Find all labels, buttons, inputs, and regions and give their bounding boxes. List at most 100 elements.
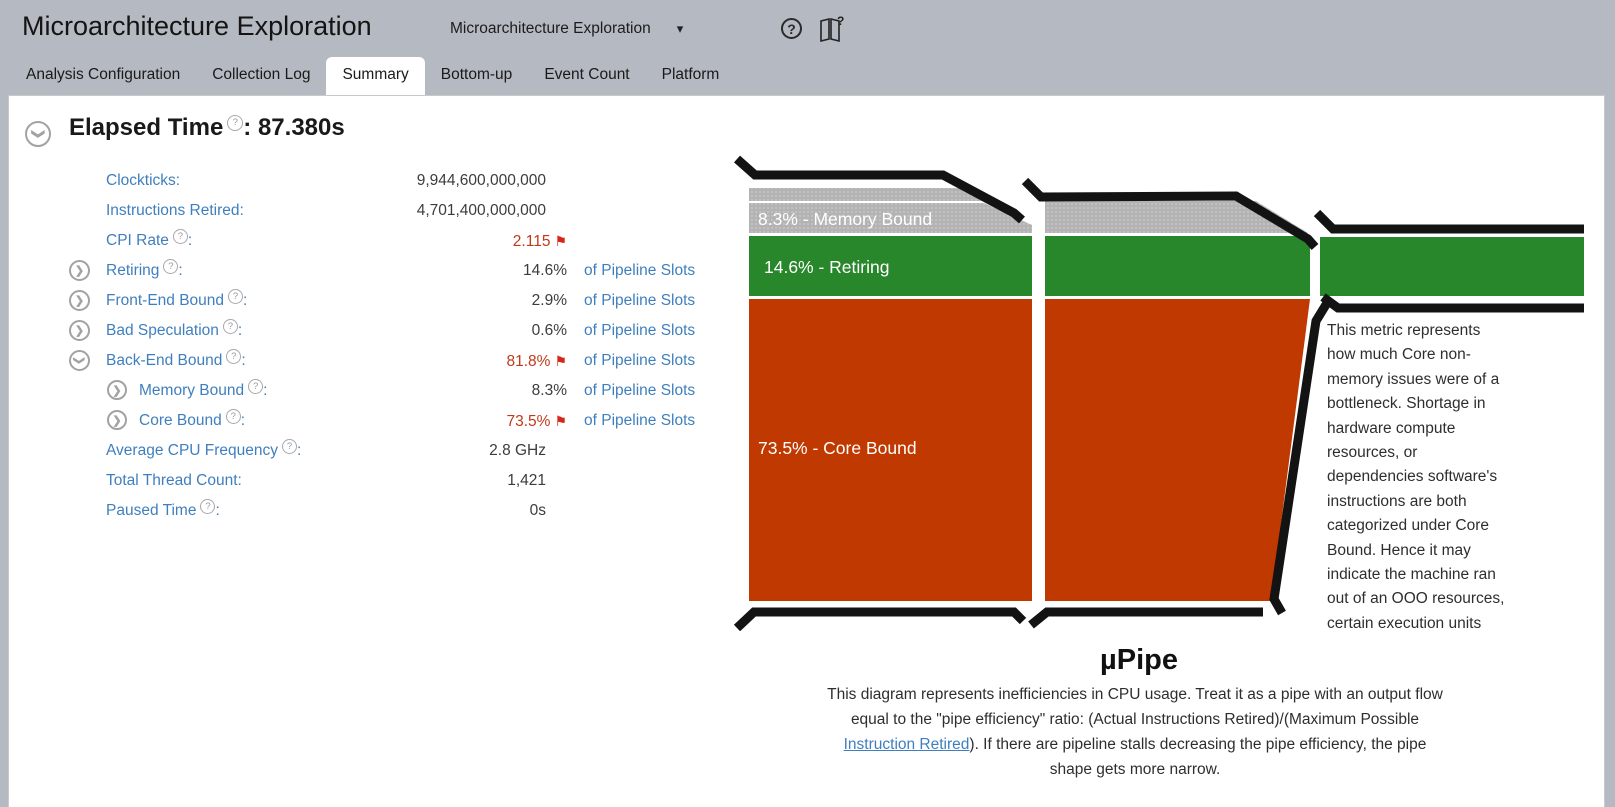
retiring-band-col1 bbox=[749, 236, 1032, 296]
tab-summary[interactable]: Summary bbox=[326, 57, 425, 95]
memory-bound-band-col1 bbox=[749, 203, 1032, 233]
core-bound-band-label: 73.5% - Core Bound bbox=[758, 438, 917, 458]
metric-label-wrap: Paused Time?: bbox=[106, 496, 220, 526]
metric-label-bad-speculation[interactable]: Bad Speculation bbox=[106, 322, 219, 339]
colon: : bbox=[237, 472, 242, 489]
metric-label-retiring[interactable]: Retiring bbox=[106, 262, 160, 279]
tab-bottom-up[interactable]: Bottom-up bbox=[440, 66, 513, 83]
upipe-diagram: 8.3% - Memory Bound 14.6% - Retiring 73.… bbox=[733, 155, 1584, 631]
elapsed-time-label: Elapsed Time bbox=[69, 114, 224, 141]
tab-bar: Analysis Configuration Collection Log Summ… bbox=[10, 57, 735, 95]
tab-platform[interactable]: Platform bbox=[661, 66, 720, 83]
tab-collection-log[interactable]: Collection Log bbox=[212, 66, 311, 83]
metric-row-instructions-retired: Instructions Retired: 4,701,400,000,000 bbox=[61, 196, 761, 226]
metric-row-average-cpu-frequency: Average CPU Frequency?: 2.8 GHz bbox=[61, 436, 761, 466]
chevron-right-icon[interactable]: ❯ bbox=[69, 320, 90, 341]
help-icon[interactable]: ? bbox=[222, 319, 238, 334]
metric-label-core-bound[interactable]: Core Bound bbox=[139, 412, 222, 429]
metric-label-memory-bound[interactable]: Memory Bound bbox=[139, 382, 245, 399]
retiring-band-col2 bbox=[1045, 236, 1310, 296]
chevron-right-icon[interactable]: ❯ bbox=[69, 260, 90, 281]
metric-value-core-bound: 73.5% ⚑ bbox=[506, 413, 567, 430]
colon: : bbox=[241, 352, 246, 369]
memory-bound-band-label: 8.3% - Memory Bound bbox=[758, 209, 932, 229]
metric-row-total-thread-count: Total Thread Count: 1,421 bbox=[61, 466, 761, 496]
colon: : bbox=[178, 262, 183, 279]
analysis-type-dropdown[interactable]: Microarchitecture Exploration ▾ bbox=[450, 20, 683, 38]
chevron-right-icon[interactable]: ❯ bbox=[107, 380, 127, 400]
metric-label-wrap: Clockticks: bbox=[106, 166, 180, 196]
flag-icon: ⚑ bbox=[554, 353, 567, 369]
help-icon[interactable]: ? bbox=[248, 379, 264, 394]
chevron-down-icon[interactable]: ❯ bbox=[69, 350, 90, 371]
chevron-glyph: ❯ bbox=[73, 355, 85, 366]
metric-value-back-end-bound: 81.8% ⚑ bbox=[506, 353, 567, 370]
metric-unit: of Pipeline Slots bbox=[584, 292, 696, 309]
metric-unit: of Pipeline Slots bbox=[584, 382, 696, 399]
metric-value-cpi-rate: 2.115 ⚑ bbox=[512, 233, 567, 250]
metric-value-retiring: 14.6% bbox=[523, 262, 567, 279]
metric-unit: of Pipeline Slots bbox=[584, 262, 696, 279]
upipe-description: This diagram represents inefficiencies i… bbox=[723, 682, 1547, 782]
metric-label-wrap: Total Thread Count: bbox=[106, 466, 242, 496]
help-icon[interactable]: ? bbox=[781, 18, 802, 39]
help-icon[interactable]: ? bbox=[163, 259, 179, 274]
elapsed-time-value: : 87.380s bbox=[243, 114, 345, 141]
chevron-right-icon[interactable]: ❯ bbox=[107, 410, 127, 430]
colon: : bbox=[175, 172, 181, 189]
page-title: Microarchitecture Exploration bbox=[22, 11, 372, 41]
colon: : bbox=[243, 292, 248, 309]
metric-value-paused-time: 0s bbox=[529, 502, 546, 519]
metric-label-front-end-bound[interactable]: Front-End Bound bbox=[106, 292, 225, 309]
metric-label-average-cpu-frequency[interactable]: Average CPU Frequency bbox=[106, 442, 279, 459]
help-icon[interactable]: ? bbox=[225, 409, 241, 424]
help-icon[interactable]: ? bbox=[228, 289, 244, 304]
metric-unit: of Pipeline Slots bbox=[584, 352, 696, 369]
metric-label-paused-time[interactable]: Paused Time bbox=[106, 502, 197, 519]
help-icon[interactable]: ? bbox=[200, 499, 216, 514]
core-bound-band-col1 bbox=[749, 299, 1032, 601]
pipe-outline bbox=[733, 155, 1584, 631]
svg-text:?: ? bbox=[837, 15, 844, 28]
metric-label-cpi-rate[interactable]: CPI Rate bbox=[106, 232, 169, 249]
documentation-icon[interactable]: ? bbox=[818, 14, 844, 43]
help-icon[interactable]: ? bbox=[172, 229, 188, 244]
help-icon[interactable]: ? bbox=[282, 439, 298, 454]
metric-label-wrap: Memory Bound?: bbox=[139, 376, 267, 406]
memory-bound-band-col2 bbox=[1045, 201, 1308, 233]
retiring-band-label: 14.6% - Retiring bbox=[764, 257, 889, 277]
metric-row-cpi-rate: CPI Rate?: 2.115 ⚑ bbox=[61, 226, 761, 256]
metric-label-total-thread-count[interactable]: Total Thread Count bbox=[106, 472, 238, 489]
upipe-caption: µPipe bbox=[1100, 644, 1178, 676]
metric-label-wrap: Back-End Bound?: bbox=[106, 346, 246, 376]
elapsed-time-heading: Elapsed Time?: 87.380s bbox=[69, 114, 345, 142]
chevron-glyph: ❯ bbox=[112, 414, 122, 427]
metric-value-memory-bound: 8.3% bbox=[531, 382, 567, 399]
collapse-section-icon[interactable]: ❯ bbox=[25, 121, 51, 147]
colon: : bbox=[240, 412, 246, 429]
chevron-right-icon[interactable]: ❯ bbox=[69, 290, 90, 311]
help-icon[interactable]: ? bbox=[226, 349, 242, 364]
chevron-down-icon: ▾ bbox=[676, 21, 684, 36]
instruction-retired-link[interactable]: Instruction Retired bbox=[843, 736, 970, 753]
core-bound-tooltip: This metric represents how much Core non… bbox=[1327, 322, 1505, 629]
metrics-list: Clockticks: 9,944,600,000,000 Instructions… bbox=[61, 166, 761, 526]
metric-label-clockticks[interactable]: Clockticks bbox=[106, 172, 176, 189]
tab-analysis-configuration[interactable]: Analysis Configuration bbox=[26, 66, 181, 83]
metric-label-wrap: Bad Speculation?: bbox=[106, 316, 242, 346]
help-icon[interactable]: ? bbox=[227, 115, 244, 131]
metric-label-back-end-bound[interactable]: Back-End Bound bbox=[106, 352, 223, 369]
metric-label-wrap: CPI Rate?: bbox=[106, 226, 192, 256]
metric-unit: of Pipeline Slots bbox=[584, 322, 696, 339]
metric-row-bad-speculation: ❯ Bad Speculation?: 0.6% of Pipeline Slots bbox=[61, 316, 761, 346]
retiring-band-col3 bbox=[1320, 237, 1584, 296]
chevron-glyph: ❯ bbox=[74, 295, 85, 307]
metric-label-wrap: Retiring?: bbox=[106, 256, 183, 286]
metric-value-clockticks: 9,944,600,000,000 bbox=[416, 172, 546, 189]
upipe-description-text: This diagram represents inefficiencies i… bbox=[827, 686, 1443, 728]
metric-value-bad-speculation: 0.6% bbox=[531, 322, 567, 339]
tab-event-count[interactable]: Event Count bbox=[544, 66, 630, 83]
metric-value-average-cpu-frequency: 2.8 GHz bbox=[489, 442, 546, 459]
metric-label-instructions-retired[interactable]: Instructions Retired bbox=[106, 202, 240, 219]
analysis-type-dropdown-value: Microarchitecture Exploration bbox=[450, 20, 651, 37]
